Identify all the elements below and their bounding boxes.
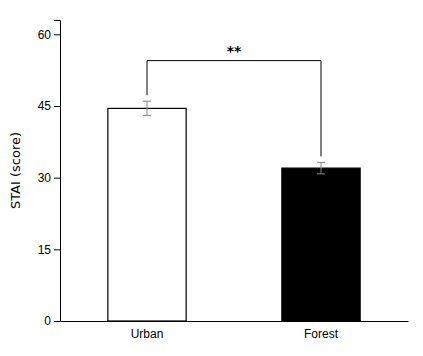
x-tick-label: Forest: [304, 327, 339, 341]
y-tick-label: 45: [38, 99, 52, 113]
y-tick-mark: [54, 249, 60, 250]
y-tick-mark: [54, 321, 60, 322]
significance: **: [147, 43, 321, 157]
error-bar: [317, 162, 325, 173]
x-axis-line: [61, 321, 409, 322]
marks: [108, 101, 360, 321]
y-tick-label: 15: [38, 243, 52, 257]
x-tick-label: Urban: [131, 327, 164, 341]
y-tick-label: 30: [38, 171, 52, 185]
significance-text: **: [227, 43, 242, 59]
y-tick: 15: [38, 243, 60, 257]
x-tick: Forest: [304, 327, 339, 341]
y-axis-title: STAI (score): [8, 132, 23, 209]
y-tick-label: 60: [38, 28, 52, 42]
error-bar-line: [143, 101, 151, 115]
y-tick-label: 0: [44, 314, 51, 328]
error-bar-line: [317, 162, 325, 173]
x-axis: Urban Forest: [61, 322, 409, 341]
y-tick-mark: [54, 178, 60, 179]
plot: 0 15 30 45 60 Urban Forest **: [38, 21, 409, 341]
y-tick: 30: [38, 171, 60, 185]
y-tick-mark: [54, 34, 60, 35]
y-tick: 45: [38, 99, 60, 113]
y-tick: 0: [44, 314, 60, 328]
chart: 0 15 30 45 60 Urban Forest ** STAI (score): [0, 0, 423, 356]
error-bar: [143, 101, 151, 115]
y-tick: 60: [38, 28, 60, 42]
bar: [282, 168, 360, 321]
y-axis: 0 15 30 45 60: [38, 21, 61, 329]
y-tick-mark: [54, 106, 60, 107]
y-axis-line: [54, 21, 61, 322]
significance-bracket: [147, 61, 321, 157]
x-tick: Urban: [131, 327, 164, 341]
bar: [108, 108, 186, 321]
